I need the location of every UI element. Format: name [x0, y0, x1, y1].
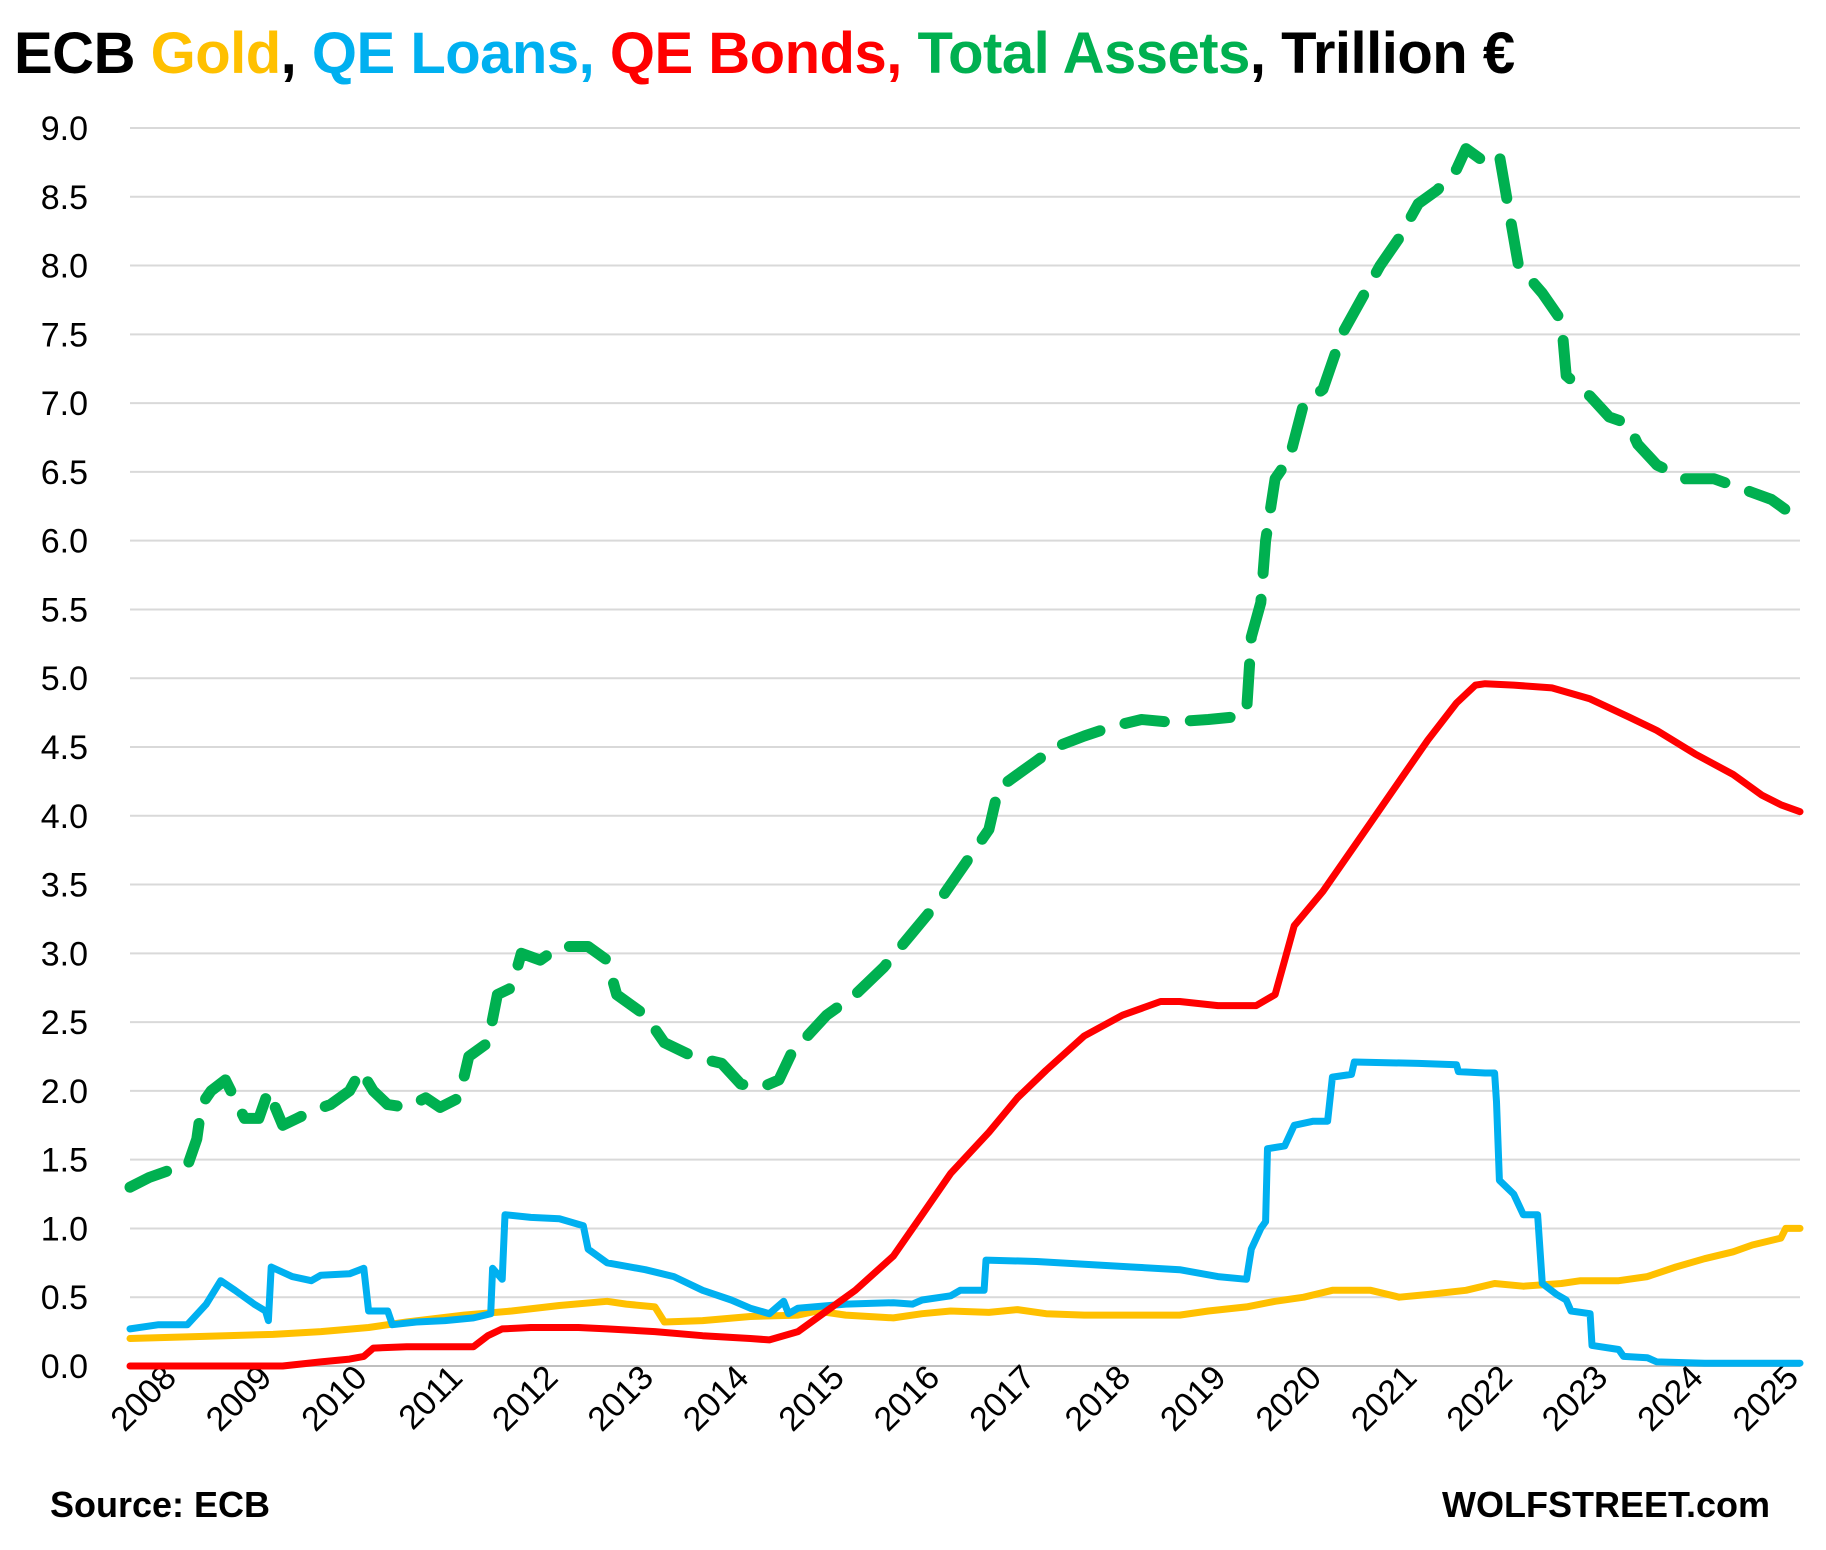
series-line-gold: [126, 1224, 1804, 1342]
y-tick-label: 1.0: [41, 1210, 88, 1248]
y-tick-label: 0.5: [41, 1279, 88, 1317]
y-tick-label: 6.5: [41, 454, 88, 492]
x-tick-label: 2023: [1535, 1358, 1615, 1438]
x-tick-label: 2011: [391, 1358, 470, 1437]
y-tick-label: 9.0: [41, 110, 88, 148]
x-tick-label: 2022: [1439, 1358, 1519, 1438]
title-part: Total Assets: [917, 21, 1250, 86]
x-tick-label: 2014: [676, 1358, 756, 1438]
y-tick-label: 1.5: [41, 1142, 88, 1180]
chart-title: ECB Gold, QE Loans, QE Bonds, Total Asse…: [14, 20, 1515, 87]
y-tick-label: 5.0: [41, 660, 88, 698]
x-tick-label: 2016: [867, 1358, 947, 1438]
y-tick-label: 6.0: [41, 523, 88, 561]
x-tick-label: 2020: [1249, 1358, 1329, 1438]
x-tick-label: 2012: [485, 1358, 565, 1438]
brand-watermark: WOLFSTREET.com: [1441, 1484, 1770, 1525]
title-part: Gold: [150, 21, 282, 86]
x-tick-label: 2024: [1630, 1358, 1710, 1438]
x-axis: 2008 2009 2010 2011 2012 2013 2014 2015 2016 2017…: [103, 1358, 1806, 1438]
source-note: Source: ECB: [50, 1484, 271, 1525]
x-tick-label: 2008: [103, 1358, 183, 1438]
series-line-qe-loans: [126, 1058, 1804, 1367]
y-tick-label: 7.5: [41, 316, 88, 354]
title-part: QE Loans,: [311, 21, 595, 86]
y-tick-label: 4.0: [41, 798, 88, 836]
title-part: , Trillion €: [1249, 21, 1515, 86]
y-tick-label: 8.0: [41, 248, 88, 286]
x-tick-label: 2025: [1726, 1358, 1806, 1438]
x-tick-label: 2009: [199, 1358, 279, 1438]
x-tick-label: 2018: [1058, 1358, 1138, 1438]
title-part: ,: [280, 21, 312, 86]
y-tick-label: 2.5: [41, 1004, 88, 1042]
x-tick-label: 2015: [771, 1358, 851, 1438]
y-tick-label: 3.5: [41, 867, 88, 905]
y-axis: 0.0 0.5 1.0 1.5 2.0 2.5 3.0 3.5 4.0 4.5 5.0 5.5 6.0 6…: [41, 110, 88, 1386]
series-lines: [124, 143, 1804, 1370]
x-tick-label: 2010: [294, 1358, 374, 1438]
series-line-qe-bonds: [126, 680, 1804, 1370]
y-tick-label: 4.5: [41, 729, 88, 767]
x-tick-label: 2019: [1153, 1358, 1233, 1438]
y-tick-label: 2.0: [41, 1073, 88, 1111]
gridlines: [130, 127, 1800, 1367]
x-tick-label: 2017: [962, 1358, 1042, 1438]
title-part: QE Bonds,: [609, 21, 902, 86]
y-tick-label: 7.0: [41, 385, 88, 423]
title-part: ECB: [14, 21, 151, 86]
x-tick-label: 2013: [581, 1358, 661, 1438]
y-tick-label: 5.5: [41, 591, 88, 629]
x-tick-label: 2021: [1344, 1358, 1424, 1438]
series-line-total-assets: [124, 143, 1796, 1193]
y-tick-label: 0.0: [41, 1348, 88, 1386]
y-tick-label: 8.5: [41, 179, 88, 217]
y-tick-label: 3.0: [41, 935, 88, 973]
